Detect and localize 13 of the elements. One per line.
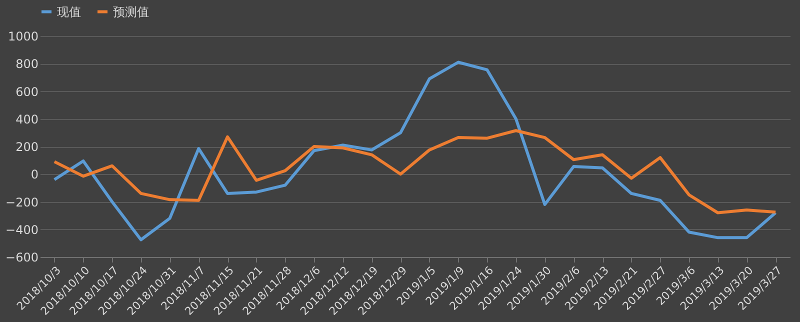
y-tick-label: 1000 (8, 30, 38, 44)
legend-label: 现值 (57, 4, 81, 19)
y-tick-label: 200 (16, 140, 38, 154)
line-series (52, 60, 778, 242)
y-tick-label: 800 (16, 57, 38, 72)
y-tick-label: 600 (16, 84, 38, 99)
legend-label: 预测值 (113, 4, 149, 19)
line-series (52, 129, 778, 214)
y-tick-label: 400 (16, 112, 38, 126)
y-tick-label: −200 (6, 195, 38, 210)
y-tick-label: 0 (30, 168, 38, 182)
y-tick-label: −400 (6, 222, 38, 237)
y-tick-label: −600 (6, 250, 38, 264)
